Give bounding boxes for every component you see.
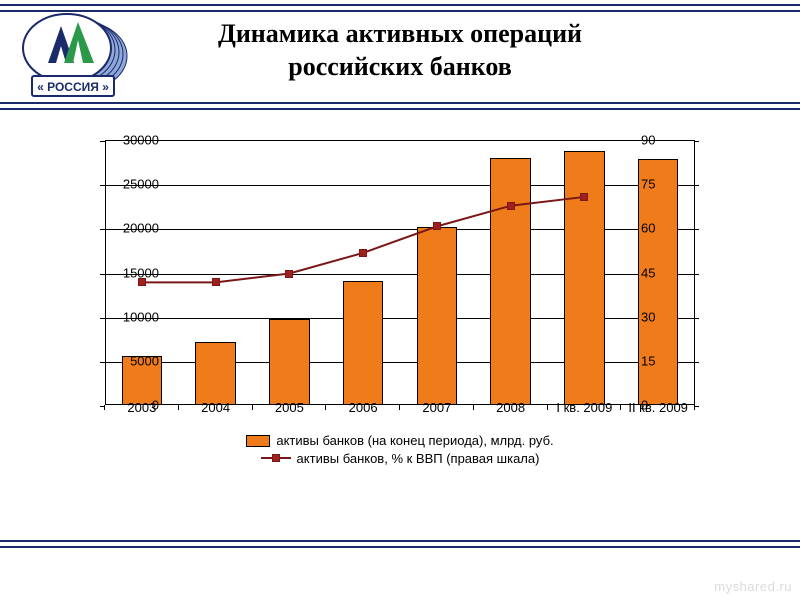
ytick-left: 25000 — [109, 177, 159, 192]
line-marker — [433, 222, 441, 230]
ytick-right: 75 — [641, 177, 681, 192]
xtick: II кв. 2009 — [628, 400, 688, 415]
page-title-line2: российских банков — [0, 51, 800, 84]
chart-plot — [105, 140, 695, 405]
page-title-line1: Динамика активных операций — [0, 18, 800, 51]
watermark: myshared.ru — [714, 579, 792, 594]
legend-item-bars: активы банков (на конец периода), млрд. … — [246, 433, 553, 448]
xtick: 2004 — [201, 400, 230, 415]
legend-swatch-line — [261, 451, 291, 465]
ytick-right: 15 — [641, 353, 681, 368]
legend-label-line: активы банков, % к ВВП (правая шкала) — [297, 451, 540, 466]
ytick-left: 10000 — [109, 309, 159, 324]
xtick: 2007 — [422, 400, 451, 415]
line-marker — [359, 249, 367, 257]
line-marker — [212, 278, 220, 286]
ytick-right: 60 — [641, 221, 681, 236]
legend-swatch-bar — [246, 435, 270, 447]
legend-item-line: активы банков, % к ВВП (правая шкала) — [261, 451, 540, 466]
legend-label-bars: активы банков (на конец периода), млрд. … — [276, 433, 553, 448]
header-rule-bottom — [0, 102, 800, 110]
ytick-right: 90 — [641, 133, 681, 148]
line-marker — [580, 193, 588, 201]
ytick-left: 5000 — [109, 353, 159, 368]
xtick: I кв. 2009 — [556, 400, 612, 415]
page-title-block: Динамика активных операций российских ба… — [0, 18, 800, 83]
xtick: 2008 — [496, 400, 525, 415]
line-marker — [507, 202, 515, 210]
ytick-left: 20000 — [109, 221, 159, 236]
xtick: 2005 — [275, 400, 304, 415]
xtick: 2006 — [349, 400, 378, 415]
footer-rule — [0, 540, 800, 548]
xtick: 2003 — [127, 400, 156, 415]
chart: активы банков (на конец периода), млрд. … — [45, 132, 755, 507]
ytick-right: 45 — [641, 265, 681, 280]
ytick-left: 15000 — [109, 265, 159, 280]
line-marker — [285, 270, 293, 278]
ytick-right: 30 — [641, 309, 681, 324]
line-series — [105, 141, 695, 406]
chart-legend: активы банков (на конец периода), млрд. … — [105, 432, 695, 468]
ytick-left: 30000 — [109, 133, 159, 148]
